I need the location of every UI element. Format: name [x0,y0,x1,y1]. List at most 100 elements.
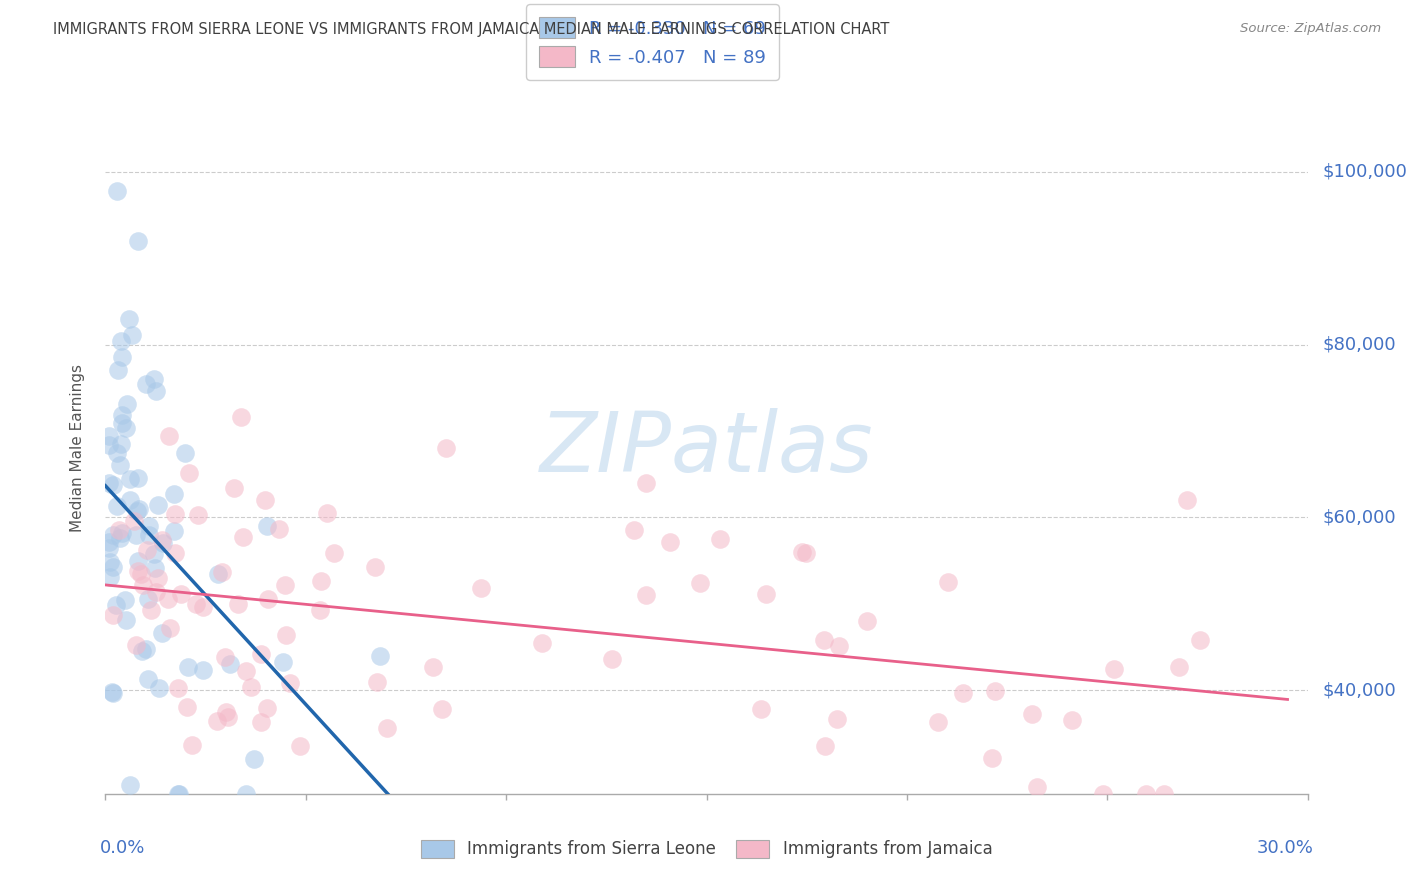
Point [98,570,121,584]
Point [191,599,214,614]
Point [167,681,190,695]
Point [120,492,142,507]
Point [191,663,214,677]
Point [128,501,150,516]
Point [1060,713,1083,727]
Point [111,417,134,431]
Point [231,410,253,425]
Point [98,438,121,452]
Point [187,508,209,523]
Point [207,566,229,581]
Legend: Immigrants from Sierra Leone, Immigrants from Jamaica: Immigrants from Sierra Leone, Immigrants… [413,833,1000,865]
Point [375,721,398,735]
Point [250,714,273,729]
Point [309,574,332,588]
Point [1102,663,1125,677]
Text: 0.0%: 0.0% [100,838,145,857]
Point [138,528,160,542]
Point [1189,632,1212,647]
Point [108,531,131,545]
Point [1026,780,1049,794]
Text: Source: ZipAtlas.com: Source: ZipAtlas.com [1240,22,1381,36]
Point [152,626,174,640]
Point [110,334,132,348]
Point [856,615,879,629]
Point [110,437,132,451]
Point [111,409,134,423]
Point [749,702,772,716]
Point [531,636,554,650]
Point [98,535,121,549]
Point [111,350,134,364]
Point [623,523,645,537]
Point [135,377,157,392]
Point [142,372,165,386]
Point [105,446,128,460]
Point [138,518,160,533]
Text: $100,000: $100,000 [1322,162,1406,181]
Point [118,778,141,792]
Point [600,651,623,665]
Point [794,546,817,560]
Point [952,685,974,699]
Point [983,684,1005,698]
Point [132,578,155,592]
Point [129,566,152,581]
Point [181,738,204,752]
Point [105,184,128,198]
Point [215,706,238,720]
Point [309,603,332,617]
Point [813,632,835,647]
Point [167,787,190,801]
Point [98,555,121,569]
Point [217,710,239,724]
Point [142,547,165,561]
Point [101,528,124,542]
Point [114,420,136,434]
Point [145,384,167,399]
Point [235,787,257,801]
Point [136,672,159,686]
Point [1135,787,1157,801]
Text: 30.0%: 30.0% [1257,838,1313,857]
Point [120,472,142,486]
Point [110,525,132,540]
Point [157,591,180,606]
Point [103,686,125,700]
Point [114,592,136,607]
Point [256,701,278,715]
Text: $40,000: $40,000 [1322,681,1396,699]
Point [1167,660,1189,674]
Point [235,664,257,678]
Point [131,644,153,658]
Point [211,565,233,579]
Point [636,588,658,602]
Point [1021,707,1043,722]
Point [143,561,166,575]
Point [232,530,254,544]
Point [101,685,124,699]
Point [368,648,391,663]
Point [166,787,188,801]
Point [253,492,276,507]
Point [177,660,200,674]
Point [689,576,711,591]
Point [274,628,297,642]
Point [114,613,136,627]
Point [214,649,236,664]
Point [107,363,129,377]
Text: $80,000: $80,000 [1322,335,1396,353]
Text: $60,000: $60,000 [1322,508,1396,526]
Point [177,467,200,481]
Point [430,701,453,715]
Point [145,585,167,599]
Point [205,714,228,729]
Point [103,607,125,622]
Point [243,752,266,766]
Point [108,458,131,473]
Point [139,603,162,617]
Point [127,564,149,578]
Point [278,676,301,690]
Point [249,647,271,661]
Point [104,599,127,613]
